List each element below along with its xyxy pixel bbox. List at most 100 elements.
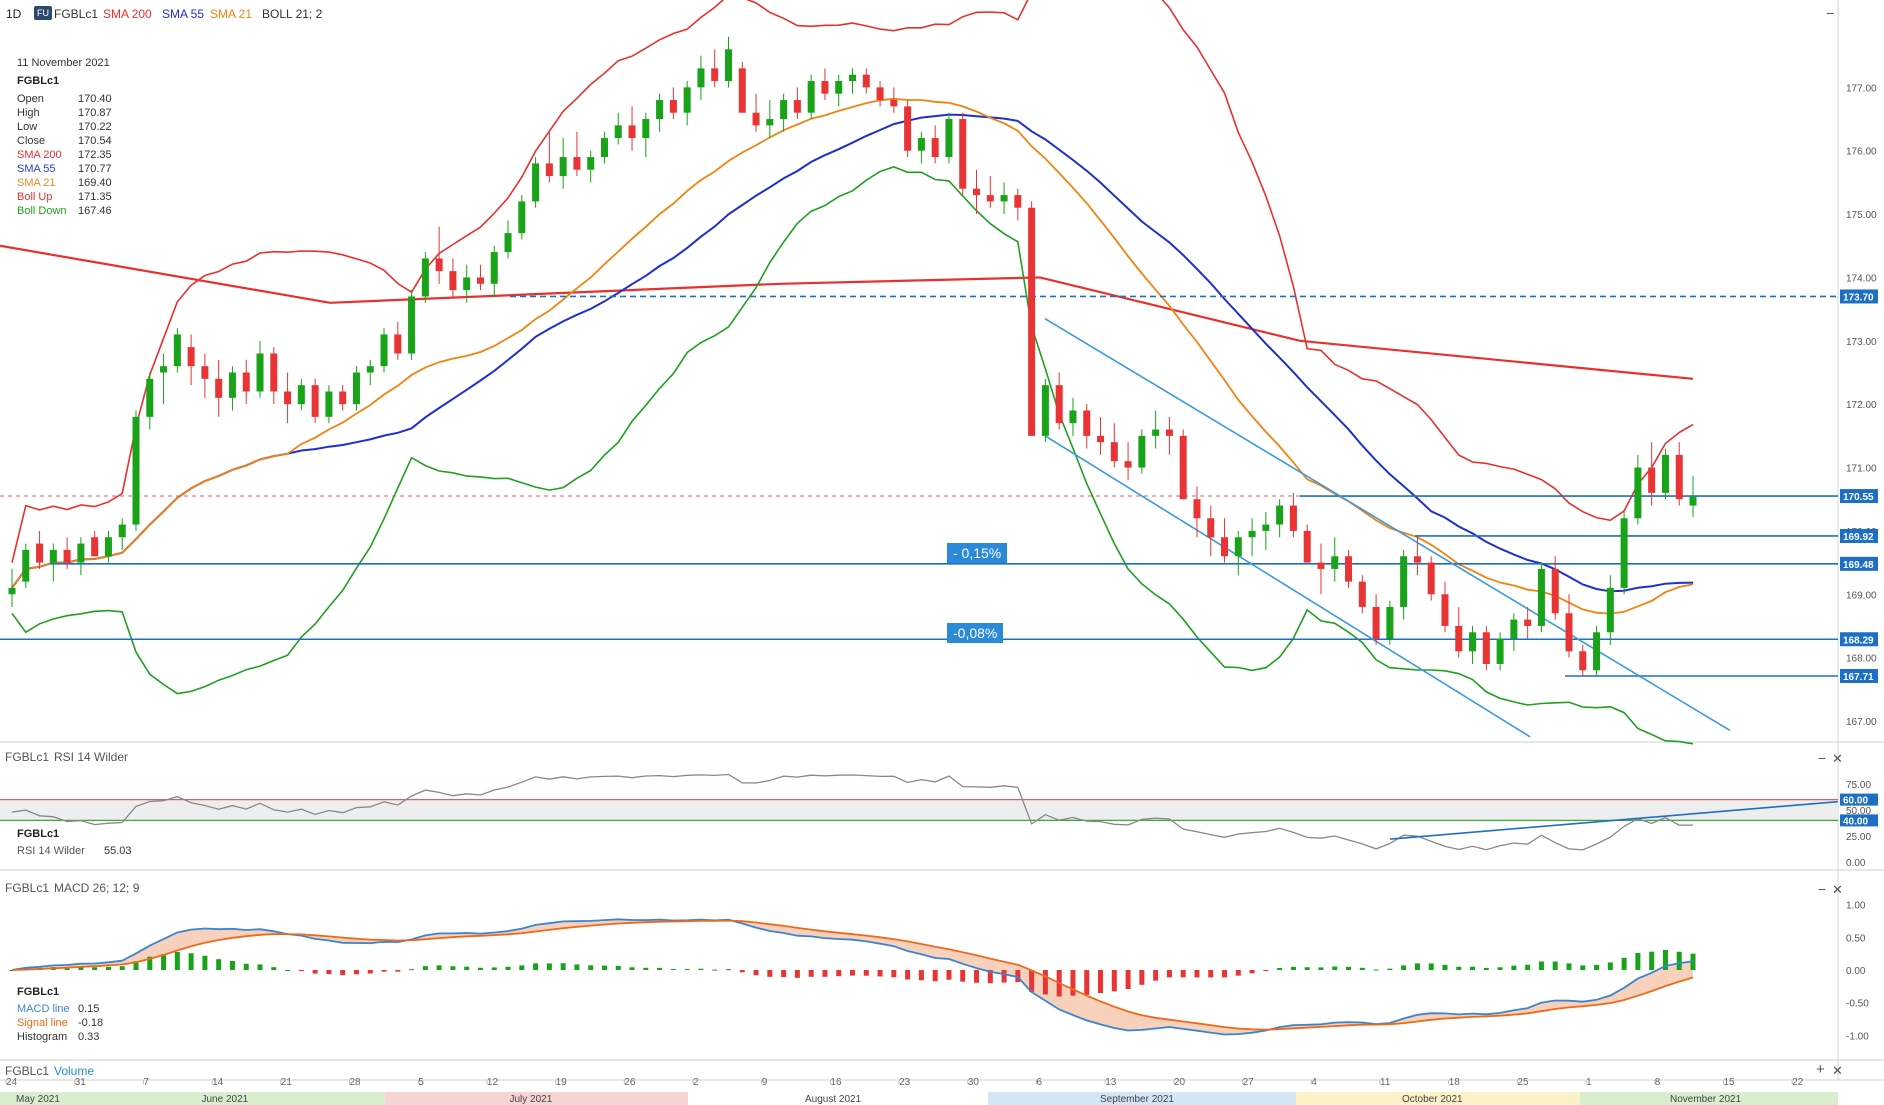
candle-body [614, 125, 622, 139]
x-day-label: 5 [418, 1077, 424, 1088]
macd-histogram-bar [422, 966, 428, 970]
rsi-tag [1840, 793, 1878, 806]
candle-body [297, 385, 305, 405]
month-label: May 2021 [16, 1094, 60, 1105]
macd-histogram-bar [1111, 970, 1117, 992]
price-tick-label: 174.00 [1846, 273, 1877, 284]
info-date: 11 November 2021 [17, 57, 110, 69]
minimize-button[interactable]: − [1826, 5, 1835, 21]
rsi-minimize-button[interactable]: − [1818, 750, 1827, 766]
rsi-tick-label: 25.00 [1846, 832, 1871, 843]
candle-body [1648, 467, 1656, 493]
x-day-label: 18 [1449, 1077, 1461, 1088]
header-sma200[interactable]: SMA 200 [103, 7, 152, 21]
candle-body [215, 378, 223, 398]
macd-histogram-bar [119, 966, 125, 970]
candle-body [1331, 556, 1339, 569]
volume-close-button[interactable]: ✕ [1832, 1063, 1843, 1078]
candle-body [366, 366, 374, 373]
macd-histogram-bar [684, 969, 690, 971]
info-label: SMA 55 [17, 163, 56, 175]
x-day-label: 11 [1380, 1077, 1391, 1088]
volume-add-button[interactable]: + [1816, 1061, 1825, 1078]
macd-histogram-bar [353, 970, 359, 975]
macd-histogram-bar [1511, 965, 1517, 970]
candle-body [559, 157, 567, 177]
candle-body [1469, 632, 1477, 652]
macd-histogram-bar [436, 965, 442, 970]
info-label: SMA 21 [17, 177, 56, 189]
rsi-band [0, 799, 1838, 821]
macd-tick-label: 0.00 [1846, 966, 1866, 977]
candle-body [421, 258, 429, 297]
candle-body [1606, 587, 1614, 633]
macd-histogram-bar [491, 967, 497, 970]
price-tag-label: 168.29 [1843, 635, 1874, 646]
macd-histogram-bar [1594, 964, 1600, 970]
macd-histogram-bar [1235, 970, 1241, 976]
candle-body [1593, 632, 1601, 671]
rsi-close-button[interactable]: ✕ [1832, 751, 1843, 766]
header-sma55[interactable]: SMA 55 [162, 7, 205, 21]
boll-down-line [11, 166, 1694, 745]
candle-body [1620, 518, 1628, 588]
candle-body [1041, 385, 1049, 436]
volume-symbol[interactable]: FGBLc1 [5, 1064, 50, 1078]
macd-histogram-bar [767, 970, 773, 977]
candle-body [1110, 442, 1118, 462]
macd-title[interactable]: MACD 26; 12; 9 [54, 881, 140, 895]
candle-body [1000, 195, 1008, 202]
candle-body [1579, 651, 1587, 671]
macd-histogram-bar [326, 970, 332, 975]
macd-histogram-bar [974, 970, 980, 983]
candle-body [793, 100, 801, 113]
candle-body [1289, 505, 1297, 531]
header-symbol[interactable]: FGBLc1 [54, 7, 99, 21]
macd-histogram-bar [1084, 970, 1090, 995]
macd-histogram-bar [243, 963, 249, 970]
rsi-tick-label: 0.00 [1846, 858, 1866, 869]
rsi-tag [1840, 814, 1878, 827]
macd-title-symbol[interactable]: FGBLc1 [5, 881, 50, 895]
timeframe-label[interactable]: 1D [6, 7, 22, 21]
candle-body [1138, 435, 1146, 468]
macd-histogram-bar [1125, 970, 1131, 990]
macd-minimize-button[interactable]: − [1818, 881, 1827, 897]
rsi-tag-label: 40.00 [1843, 816, 1868, 827]
candle-body [1014, 195, 1022, 208]
macd-histogram-bar [1649, 951, 1655, 970]
x-day-label: 20 [1174, 1077, 1186, 1088]
rsi-title-symbol[interactable]: FGBLc1 [5, 750, 50, 764]
candle-body [669, 100, 677, 113]
macd-histogram-bar [850, 970, 855, 976]
rsi-title[interactable]: RSI 14 Wilder [54, 750, 129, 764]
candle-body [1386, 606, 1394, 639]
candle-body [504, 233, 512, 253]
candle-body [1193, 499, 1201, 519]
candle-body [1482, 632, 1490, 664]
candle-body [1689, 496, 1697, 506]
candle-body [380, 334, 388, 367]
candle-body [490, 252, 498, 284]
macd-histogram-bar [1483, 967, 1489, 970]
info-label: Boll Up [17, 191, 53, 203]
volume-label[interactable]: Volume [54, 1064, 95, 1078]
x-day-label: 7 [143, 1077, 149, 1088]
x-day-label: 28 [350, 1077, 362, 1088]
macd-info-symbol: FGBLc1 [17, 986, 60, 998]
candle-body [683, 87, 691, 113]
info-value: 170.77 [78, 163, 112, 175]
macd-histogram-bar [271, 967, 277, 970]
macd-histogram-bar [78, 966, 84, 970]
pct-annotation-2[interactable]: -0,08% [947, 623, 1004, 643]
pct-annotation-1[interactable]: - 0,15% [947, 543, 1008, 563]
macd-histogram-bar [1470, 966, 1476, 970]
header-sma21[interactable]: SMA 21 [210, 7, 253, 21]
info-value: 171.35 [78, 191, 112, 203]
macd-histogram-bar [657, 967, 663, 970]
macd-close-button[interactable]: ✕ [1832, 882, 1843, 897]
header-boll[interactable]: BOLL 21; 2 [262, 7, 323, 21]
macd-histogram-bar [1414, 963, 1420, 970]
trend-line-upper [1044, 317, 1731, 732]
